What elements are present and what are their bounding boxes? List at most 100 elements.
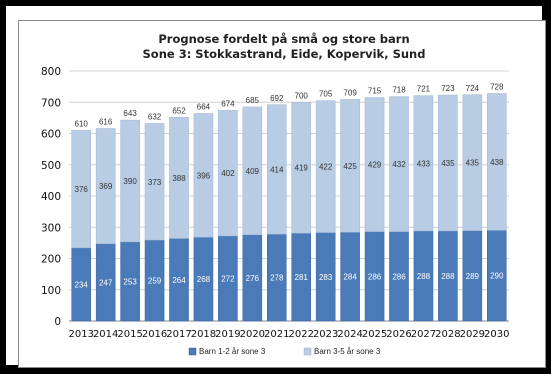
data-label-barn-1-2: 286 <box>392 272 406 281</box>
data-label-barn-1-2: 290 <box>490 272 504 281</box>
y-axis: 0 100 200 300 400 500 600 700 800 <box>41 66 61 328</box>
data-label-total: 616 <box>99 118 113 127</box>
data-label-total: 643 <box>123 109 137 118</box>
y-tick-label: 300 <box>41 222 61 234</box>
x-tick-label: 2022 <box>288 329 313 340</box>
data-label-barn-3-5: 402 <box>221 169 235 178</box>
bar-segment-barn-3-5 <box>389 96 409 232</box>
chart-subtitle: Sone 3: Stokkastrand, Eide, Kopervik, Su… <box>143 47 426 61</box>
y-tick-label: 0 <box>54 316 61 328</box>
legend-swatch <box>303 347 312 356</box>
data-label-barn-3-5: 414 <box>270 165 284 174</box>
data-label-barn-1-2: 288 <box>417 272 431 281</box>
data-label-total: 692 <box>270 94 284 103</box>
data-label-barn-3-5: 396 <box>197 171 211 180</box>
x-tick-label: 2018 <box>191 329 216 340</box>
data-label-barn-1-2: 281 <box>295 273 309 282</box>
data-label-barn-3-5: 438 <box>490 158 504 167</box>
x-tick-label: 2017 <box>166 329 191 340</box>
x-tick-label: 2016 <box>142 329 167 340</box>
stacked-bar-chart: Prognose fordelt på små og store barn So… <box>41 32 510 356</box>
x-tick-label: 2027 <box>411 329 436 340</box>
data-label-barn-3-5: 435 <box>441 159 455 168</box>
data-label-total: 724 <box>466 84 480 93</box>
data-label-barn-3-5: 422 <box>319 163 333 172</box>
y-tick-label: 600 <box>41 129 61 141</box>
legend-item-barn-1-2: Barn 1-2 år sone 3 <box>199 347 266 356</box>
data-label-barn-1-2: 268 <box>197 275 211 284</box>
bar-segment-barn-3-5 <box>193 113 214 238</box>
x-tick-label: 2024 <box>337 329 362 340</box>
bar-segment-barn-3-5 <box>95 128 116 245</box>
data-label-barn-3-5: 435 <box>466 159 480 168</box>
data-label-barn-3-5: 373 <box>148 178 162 187</box>
data-label-barn-1-2: 276 <box>246 274 260 283</box>
bar-segment-barn-3-5 <box>486 93 507 231</box>
data-label-total: 709 <box>343 88 357 97</box>
y-tick-label: 200 <box>41 254 61 266</box>
x-tick-label: 2029 <box>460 329 485 340</box>
gridlines <box>69 70 509 322</box>
data-label-total: 674 <box>221 99 235 108</box>
data-label-barn-3-5: 390 <box>123 177 137 186</box>
data-label-barn-1-2: 247 <box>99 278 113 287</box>
x-tick-label: 2020 <box>240 329 265 340</box>
bars: 234 376 610 247 369 616 253 390 643 259 373 632 264 3… <box>71 83 507 322</box>
bar-segment-barn-3-5 <box>169 117 189 239</box>
legend-item-barn-3-5: Barn 3-5 år sone 3 <box>314 347 381 356</box>
bar-segment-barn-3-5 <box>291 102 312 234</box>
bar-segment-barn-3-5 <box>242 106 263 235</box>
legend-swatch <box>188 347 197 356</box>
data-label-barn-1-2: 272 <box>221 275 235 284</box>
chart-title: Prognose fordelt på små og store barn <box>158 32 409 46</box>
x-tick-label: 2026 <box>386 329 411 340</box>
x-tick-label: 2025 <box>362 329 387 340</box>
data-label-barn-3-5: 425 <box>343 162 357 171</box>
x-axis: 2013201420152016201720182019202020212022… <box>68 329 509 340</box>
x-tick-label: 2013 <box>68 329 93 340</box>
bar-segment-barn-3-5 <box>71 130 92 249</box>
x-tick-label: 2028 <box>435 329 460 340</box>
bar-segment-barn-3-5 <box>144 123 165 241</box>
data-label-barn-3-5: 409 <box>246 167 260 176</box>
x-tick-label: 2014 <box>93 329 118 340</box>
x-tick-label: 2015 <box>117 329 142 340</box>
y-tick-label: 700 <box>41 97 61 109</box>
y-tick-label: 800 <box>41 66 61 78</box>
data-label-barn-1-2: 283 <box>319 273 333 282</box>
data-label-total: 715 <box>368 87 382 96</box>
bar-segment-barn-3-5 <box>218 110 238 237</box>
x-tick-label: 2030 <box>484 329 509 340</box>
data-label-barn-3-5: 429 <box>368 161 382 170</box>
data-label-barn-1-2: 253 <box>123 277 137 286</box>
data-label-barn-1-2: 284 <box>343 273 357 282</box>
data-label-total: 610 <box>75 119 89 128</box>
x-tick-label: 2019 <box>215 329 240 340</box>
data-label-barn-1-2: 286 <box>368 272 382 281</box>
bar-segment-barn-3-5 <box>462 94 483 231</box>
data-label-barn-3-5: 433 <box>417 159 431 168</box>
data-label-total: 728 <box>490 83 504 92</box>
data-label-total: 664 <box>197 103 211 112</box>
data-label-barn-3-5: 369 <box>99 182 113 191</box>
data-label-barn-1-2: 234 <box>75 280 89 289</box>
data-label-total: 685 <box>246 96 260 105</box>
y-tick-label: 100 <box>41 285 61 297</box>
chart-panel: Prognose fordelt på små og store barn So… <box>18 20 546 368</box>
data-label-barn-1-2: 278 <box>270 274 284 283</box>
bar-segment-barn-3-5 <box>413 95 434 232</box>
data-label-total: 721 <box>417 85 431 94</box>
data-label-barn-3-5: 388 <box>172 174 186 183</box>
data-label-barn-1-2: 289 <box>466 272 480 281</box>
bar-segment-barn-3-5 <box>340 99 360 233</box>
legend: Barn 1-2 år sone 3 Barn 3-5 år sone 3 <box>188 347 381 356</box>
data-label-total: 705 <box>319 90 333 99</box>
data-label-barn-3-5: 419 <box>295 164 309 173</box>
data-label-total: 652 <box>172 106 186 115</box>
bar-segment-barn-3-5 <box>364 97 385 232</box>
x-tick-label: 2021 <box>264 329 289 340</box>
data-label-total: 700 <box>295 91 309 100</box>
data-label-barn-1-2: 264 <box>172 276 186 285</box>
y-tick-label: 500 <box>41 160 61 172</box>
